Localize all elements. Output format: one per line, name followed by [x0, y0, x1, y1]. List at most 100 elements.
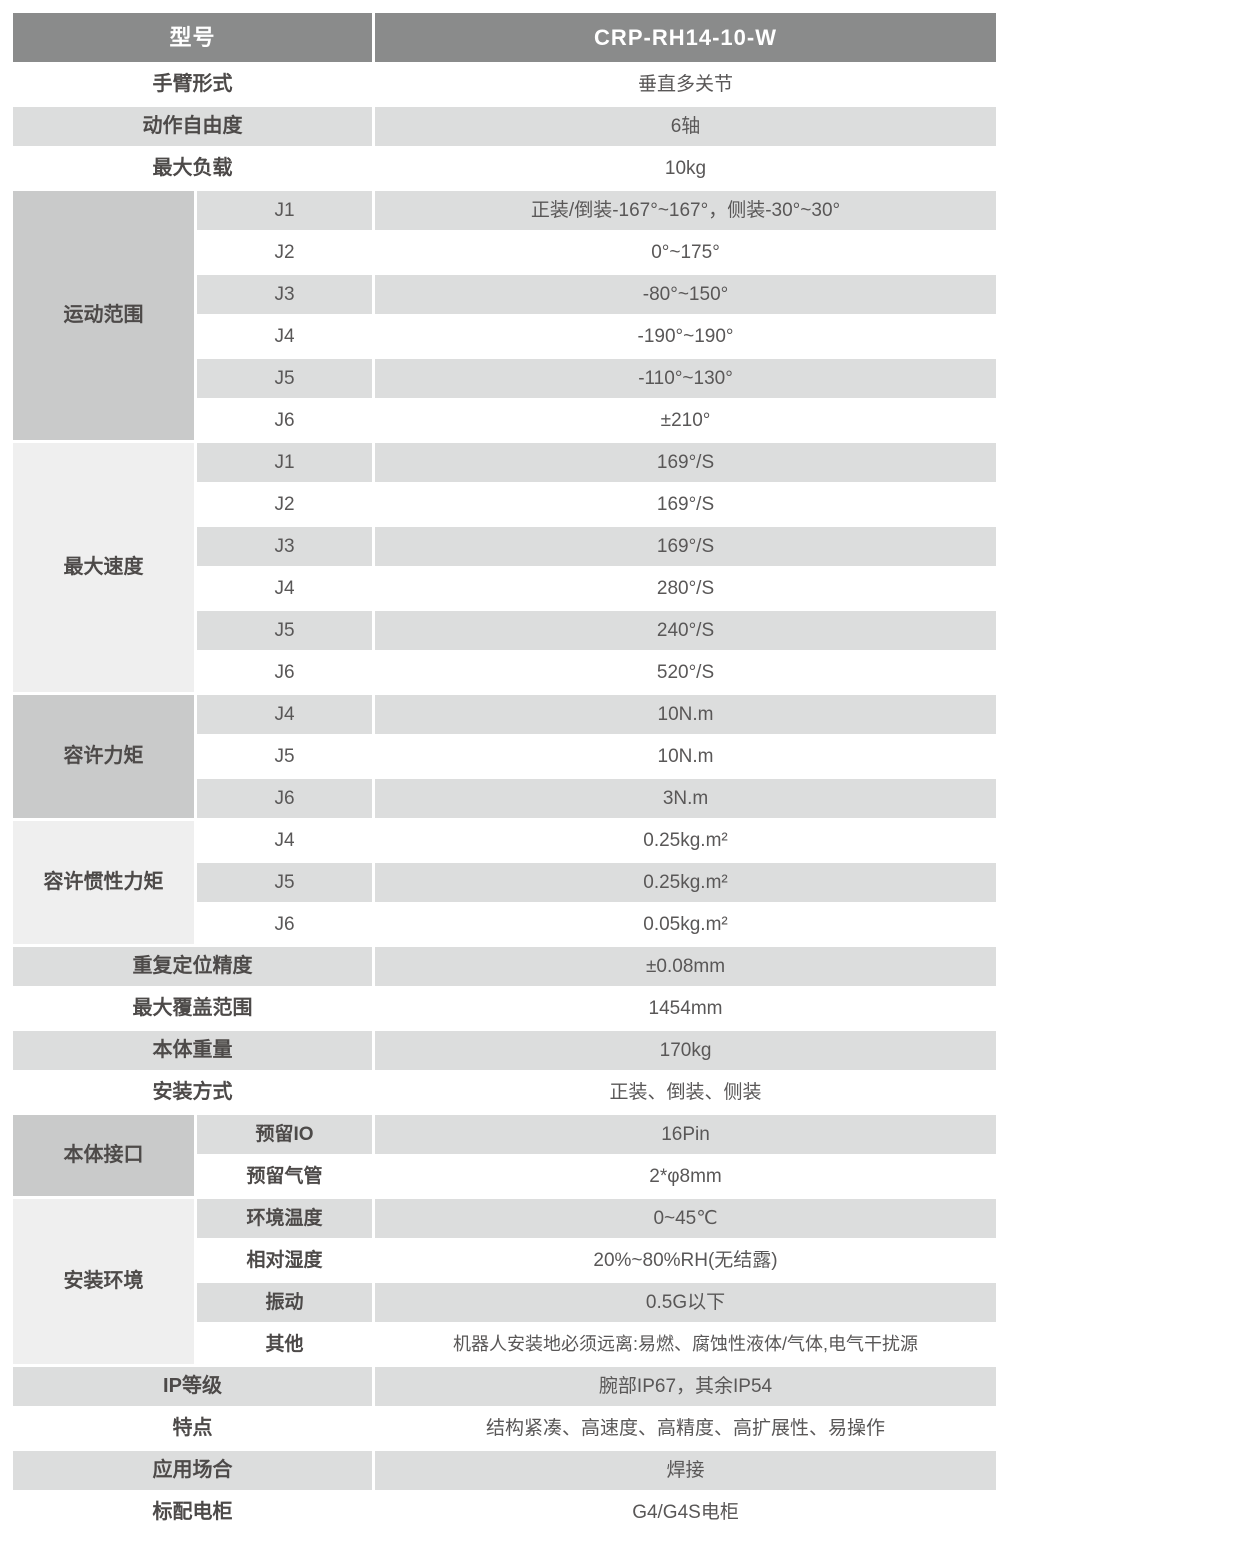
row-value: ±0.08mm	[372, 944, 1000, 989]
row-label: 特点	[9, 1406, 376, 1451]
row-label: 重复定位精度	[9, 944, 376, 989]
spec-row: 重复定位精度 ±0.08mm	[9, 944, 1000, 989]
spec-row: 本体接口 预留IO 16Pin	[10, 1112, 1000, 1199]
group-label: 安装环境	[10, 1196, 197, 1367]
row-sublabel: J5	[193, 860, 376, 905]
row-value: -80°~150°	[372, 272, 1000, 317]
spec-row: J5 10N.m	[12, 734, 1000, 779]
row-sublabel: J6	[193, 902, 376, 947]
row-value: 0.25kg.m²	[372, 818, 1000, 863]
row-value: 10N.m	[372, 734, 1000, 779]
spec-row: J4 -190°~190°	[12, 314, 1000, 359]
row-value: 10kg	[372, 146, 1000, 191]
spec-row: 安装环境 环境温度 0~45℃	[10, 1196, 1000, 1367]
row-label: 手臂形式	[9, 62, 376, 107]
row-sublabel: 预留气管	[193, 1154, 376, 1199]
row-value: 0.5G以下	[372, 1280, 1000, 1325]
spec-row: 其他 机器人安装地必须远离:易燃、腐蚀性液体/气体,电气干扰源	[12, 1322, 1000, 1367]
row-sublabel: 振动	[193, 1280, 376, 1325]
model-header-value: CRP-RH14-10-W	[372, 10, 1000, 65]
spec-row: 容许惯性力矩 J4 0.25kg.m²	[10, 818, 1000, 947]
spec-row: J2 0°~175°	[12, 230, 1000, 275]
spec-row: J4 280°/S	[12, 566, 1000, 611]
spec-row: J6 3N.m	[12, 776, 1000, 821]
spec-row: 动作自由度 6轴	[9, 104, 1000, 149]
row-sublabel: 相对湿度	[193, 1238, 376, 1283]
row-value: 2*φ8mm	[372, 1154, 1000, 1199]
row-value: 3N.m	[372, 776, 1000, 821]
row-sublabel: J1	[193, 188, 376, 233]
row-label: IP等级	[9, 1364, 376, 1409]
row-value: 腕部IP67，其余IP54	[372, 1364, 1000, 1409]
row-sublabel: J1	[193, 440, 376, 485]
row-sublabel: J4	[193, 818, 376, 863]
row-label: 动作自由度	[9, 104, 376, 149]
spec-row: 标配电柜 G4/G4S电柜	[9, 1490, 1000, 1535]
row-sublabel: J5	[193, 356, 376, 401]
row-sublabel: J4	[193, 692, 376, 737]
row-sublabel: 其他	[193, 1322, 376, 1367]
spec-row: 振动 0.5G以下	[12, 1280, 1000, 1325]
row-sublabel: 预留IO	[193, 1112, 376, 1157]
row-value: G4/G4S电柜	[372, 1490, 1000, 1535]
row-value: 10N.m	[372, 692, 1000, 737]
spec-row: 容许力矩 J4 10N.m	[10, 692, 1000, 821]
row-sublabel: J2	[193, 482, 376, 527]
group-label: 容许惯性力矩	[10, 818, 197, 947]
row-label: 安装方式	[9, 1070, 376, 1115]
row-value: 垂直多关节	[372, 62, 1000, 107]
group-label: 运动范围	[10, 188, 197, 443]
spec-row: 相对湿度 20%~80%RH(无结露)	[12, 1238, 1000, 1283]
spec-row: 最大覆盖范围 1454mm	[9, 986, 1000, 1031]
row-sublabel: J2	[193, 230, 376, 275]
row-value: 170kg	[372, 1028, 1000, 1073]
model-header-label: 型号	[9, 10, 376, 65]
row-value: 169°/S	[372, 440, 1000, 485]
row-value: 169°/S	[372, 524, 1000, 569]
row-value: 280°/S	[372, 566, 1000, 611]
spec-row: J5 240°/S	[12, 608, 1000, 653]
row-value: -110°~130°	[372, 356, 1000, 401]
row-sublabel: J6	[193, 776, 376, 821]
spec-row: J5 0.25kg.m²	[12, 860, 1000, 905]
row-sublabel: J3	[193, 524, 376, 569]
spec-row: J6 520°/S	[12, 650, 1000, 695]
row-sublabel: J4	[193, 566, 376, 611]
row-value: 机器人安装地必须远离:易燃、腐蚀性液体/气体,电气干扰源	[372, 1322, 1000, 1367]
row-label: 最大覆盖范围	[9, 986, 376, 1031]
row-value: 520°/S	[372, 650, 1000, 695]
group-label: 容许力矩	[10, 692, 197, 821]
group-label: 最大速度	[10, 440, 197, 695]
row-sublabel: J5	[193, 608, 376, 653]
spec-row: 手臂形式 垂直多关节	[9, 62, 1000, 107]
table-header-row: 型号 CRP-RH14-10-W	[9, 10, 1000, 65]
row-value: 1454mm	[372, 986, 1000, 1031]
row-value: 0.25kg.m²	[372, 860, 1000, 905]
spec-row: 安装方式 正装、倒装、侧装	[9, 1070, 1000, 1115]
row-sublabel: J6	[193, 398, 376, 443]
row-label: 标配电柜	[9, 1490, 376, 1535]
row-value: 20%~80%RH(无结露)	[372, 1238, 1000, 1283]
spec-row: J5 -110°~130°	[12, 356, 1000, 401]
row-value: 0.05kg.m²	[372, 902, 1000, 947]
spec-row: 特点 结构紧凑、高速度、高精度、高扩展性、易操作	[9, 1406, 1000, 1451]
row-sublabel: 环境温度	[193, 1196, 376, 1241]
row-label: 应用场合	[9, 1448, 376, 1493]
row-value: 结构紧凑、高速度、高精度、高扩展性、易操作	[372, 1406, 1000, 1451]
row-value: 16Pin	[372, 1112, 1000, 1157]
row-sublabel: J3	[193, 272, 376, 317]
row-value: 焊接	[372, 1448, 1000, 1493]
spec-table: 型号 CRP-RH14-10-W 手臂形式 垂直多关节 动作自由度 6轴 最大负…	[9, 10, 1000, 1535]
spec-row: J6 ±210°	[12, 398, 1000, 443]
row-sublabel: J6	[193, 650, 376, 695]
row-value: ±210°	[372, 398, 1000, 443]
row-value: 0°~175°	[372, 230, 1000, 275]
row-sublabel: J4	[193, 314, 376, 359]
row-value: 240°/S	[372, 608, 1000, 653]
row-value: 0~45℃	[372, 1196, 1000, 1241]
row-sublabel: J5	[193, 734, 376, 779]
row-value: 6轴	[372, 104, 1000, 149]
spec-row: J3 -80°~150°	[12, 272, 1000, 317]
row-label: 本体重量	[9, 1028, 376, 1073]
